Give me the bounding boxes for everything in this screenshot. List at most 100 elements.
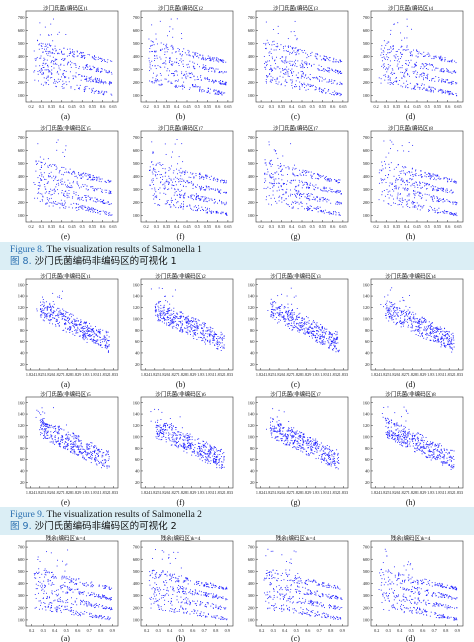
point (44, 312, 46, 314)
point (408, 171, 410, 173)
point (384, 58, 386, 60)
point (383, 200, 385, 202)
point (62, 73, 63, 75)
point (201, 206, 203, 208)
point (193, 75, 195, 77)
point (421, 88, 423, 90)
point (430, 175, 432, 176)
point (97, 90, 99, 92)
point (420, 187, 422, 189)
point (79, 66, 80, 68)
point (206, 77, 208, 79)
point (49, 319, 51, 321)
point (158, 189, 160, 190)
point (151, 65, 153, 67)
x-tick-label: 0.55 (89, 224, 96, 229)
point (284, 80, 286, 82)
point (181, 189, 183, 191)
point (306, 193, 308, 195)
point (272, 79, 273, 81)
point (198, 57, 200, 59)
point (431, 196, 433, 198)
point (93, 207, 95, 209)
point (97, 67, 99, 69)
point (381, 52, 383, 54)
point (175, 316, 176, 318)
point (264, 172, 266, 174)
point (152, 179, 154, 181)
point (328, 81, 330, 83)
point (74, 320, 76, 321)
point (452, 202, 454, 204)
point (380, 54, 382, 56)
point (182, 161, 184, 163)
point (175, 85, 177, 87)
point (206, 91, 208, 93)
point (164, 182, 166, 184)
point (171, 156, 172, 158)
point (415, 76, 417, 78)
point (282, 155, 284, 157)
point (276, 77, 278, 79)
point (432, 209, 433, 211)
point (181, 172, 183, 174)
point (78, 209, 80, 211)
point (45, 43, 46, 45)
point (48, 200, 49, 202)
x-tick-label: 0.6 (330, 224, 335, 229)
point (429, 183, 430, 185)
point (291, 65, 293, 67)
point (315, 177, 317, 179)
point (42, 84, 44, 86)
point (186, 322, 187, 324)
point (449, 212, 451, 214)
point (208, 79, 210, 81)
point (97, 331, 99, 333)
point (55, 319, 57, 321)
point (47, 46, 49, 48)
point (389, 190, 391, 192)
point (70, 329, 71, 331)
point (183, 194, 185, 196)
point (455, 180, 456, 182)
point (211, 58, 213, 60)
point (163, 322, 165, 324)
point (419, 181, 421, 183)
point (50, 309, 52, 311)
point (62, 290, 63, 292)
point (191, 321, 193, 323)
point (286, 81, 287, 83)
point (163, 317, 165, 319)
point (291, 72, 293, 74)
point (406, 180, 407, 182)
point (203, 58, 204, 60)
point (90, 179, 92, 181)
point (222, 347, 224, 349)
point (450, 83, 452, 85)
point (208, 176, 210, 178)
point (195, 209, 197, 211)
point (77, 332, 79, 334)
point (108, 192, 110, 194)
point (436, 190, 438, 192)
point (449, 93, 451, 95)
point (421, 176, 423, 178)
point (67, 317, 69, 319)
point (391, 182, 393, 184)
point (50, 306, 52, 308)
point (61, 205, 63, 207)
point (442, 188, 444, 190)
point (328, 79, 330, 81)
point (279, 308, 281, 310)
point (292, 169, 293, 171)
point (40, 68, 42, 70)
point (311, 337, 313, 339)
point (318, 87, 320, 89)
point (89, 176, 91, 178)
point (452, 203, 454, 205)
point (170, 206, 172, 208)
point (426, 54, 428, 55)
point (204, 69, 206, 70)
point (55, 324, 57, 326)
point (212, 335, 213, 337)
